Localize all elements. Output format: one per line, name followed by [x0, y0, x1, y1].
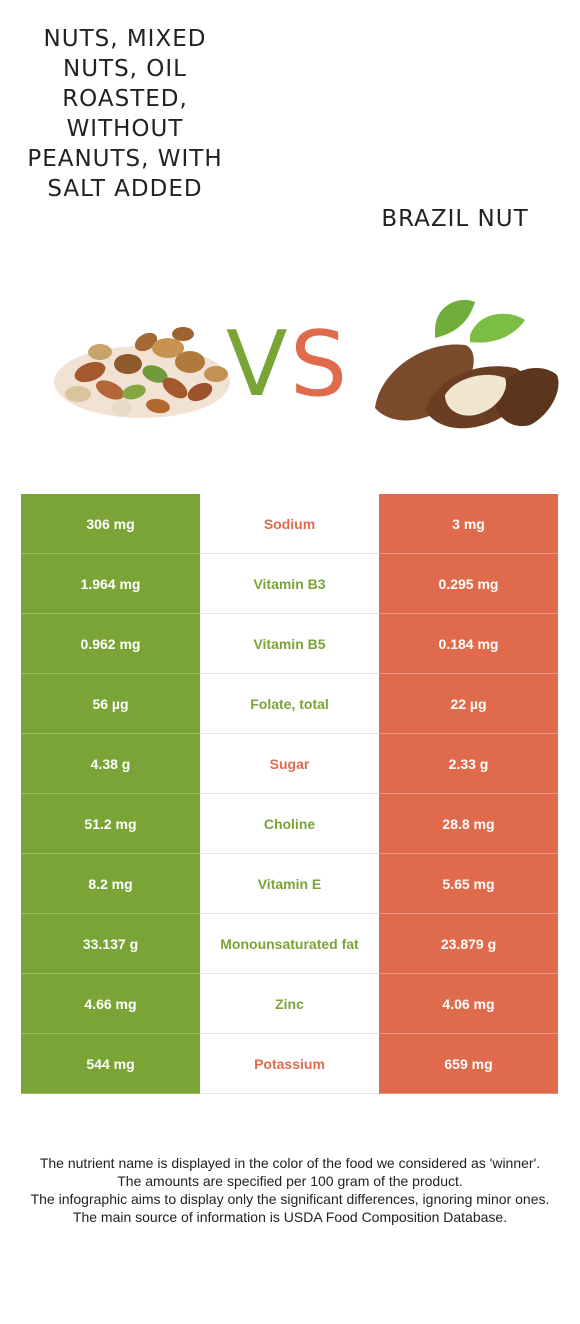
table-row: 1.964 mg Vitamin B3 0.295 mg: [21, 554, 558, 614]
table-row: 0.962 mg Vitamin B5 0.184 mg: [21, 614, 558, 674]
left-value: 306 mg: [21, 494, 200, 554]
left-value: 51.2 mg: [21, 794, 200, 854]
table-row: 56 µg Folate, total 22 µg: [21, 674, 558, 734]
right-value: 2.33 g: [379, 734, 558, 794]
left-value: 8.2 mg: [21, 854, 200, 914]
footer-notes: The nutrient name is displayed in the co…: [20, 1154, 560, 1226]
footer-note-amounts: The amounts are specified per 100 gram o…: [117, 1173, 463, 1189]
left-value: 33.137 g: [21, 914, 200, 974]
vs-letter-s: S: [290, 312, 348, 417]
right-value: 22 µg: [379, 674, 558, 734]
vs-label: V S: [222, 320, 352, 410]
nutrient-name: Sodium: [200, 494, 379, 554]
nutrient-name: Monounsaturated fat: [200, 914, 379, 974]
right-value: 28.8 mg: [379, 794, 558, 854]
nutrient-name: Folate, total: [200, 674, 379, 734]
table-row: 51.2 mg Choline 28.8 mg: [21, 794, 558, 854]
left-value: 4.66 mg: [21, 974, 200, 1034]
right-value: 659 mg: [379, 1034, 558, 1094]
table-row: 544 mg Potassium 659 mg: [21, 1034, 558, 1094]
nutrient-name: Vitamin B5: [200, 614, 379, 674]
right-value: 3 mg: [379, 494, 558, 554]
nutrient-name: Zinc: [200, 974, 379, 1034]
table-row: 8.2 mg Vitamin E 5.65 mg: [21, 854, 558, 914]
table-row: 4.66 mg Zinc 4.06 mg: [21, 974, 558, 1034]
left-value: 544 mg: [21, 1034, 200, 1094]
brazil-nuts: [375, 344, 559, 429]
nut-pile: [54, 327, 230, 418]
table-row: 4.38 g Sugar 2.33 g: [21, 734, 558, 794]
left-value: 56 µg: [21, 674, 200, 734]
table-row: 306 mg Sodium 3 mg: [21, 494, 558, 554]
mixed-nuts-image: [54, 327, 230, 418]
right-value: 5.65 mg: [379, 854, 558, 914]
footer-note-source: The main source of information is USDA F…: [72, 1209, 508, 1225]
nutrient-name: Vitamin E: [200, 854, 379, 914]
nutrient-name: Choline: [200, 794, 379, 854]
left-value: 4.38 g: [21, 734, 200, 794]
left-value: 0.962 mg: [21, 614, 200, 674]
comparison-table: 306 mg Sodium 3 mg 1.964 mg Vitamin B3 0.295 …: [21, 494, 558, 1094]
nutrient-name: Potassium: [200, 1034, 379, 1094]
right-value: 0.184 mg: [379, 614, 558, 674]
nutrient-name: Sugar: [200, 734, 379, 794]
table-row: 33.137 g Monounsaturated fat 23.879 g: [21, 914, 558, 974]
left-value: 1.964 mg: [21, 554, 200, 614]
right-value: 0.295 mg: [379, 554, 558, 614]
left-food-title: Nuts, mixed nuts, oil roasted, without p…: [27, 26, 223, 202]
footer-note-winner: The nutrient name is displayed in the co…: [39, 1155, 541, 1171]
nutrient-name: Vitamin B3: [200, 554, 379, 614]
brazil-nut-image: [375, 299, 559, 429]
leaves: [435, 299, 525, 343]
right-food-title: Brazil nut: [381, 206, 529, 232]
vs-letter-v: V: [226, 312, 288, 417]
right-value: 23.879 g: [379, 914, 558, 974]
right-value: 4.06 mg: [379, 974, 558, 1034]
footer-note-scope: The infographic aims to display only the…: [30, 1191, 550, 1207]
